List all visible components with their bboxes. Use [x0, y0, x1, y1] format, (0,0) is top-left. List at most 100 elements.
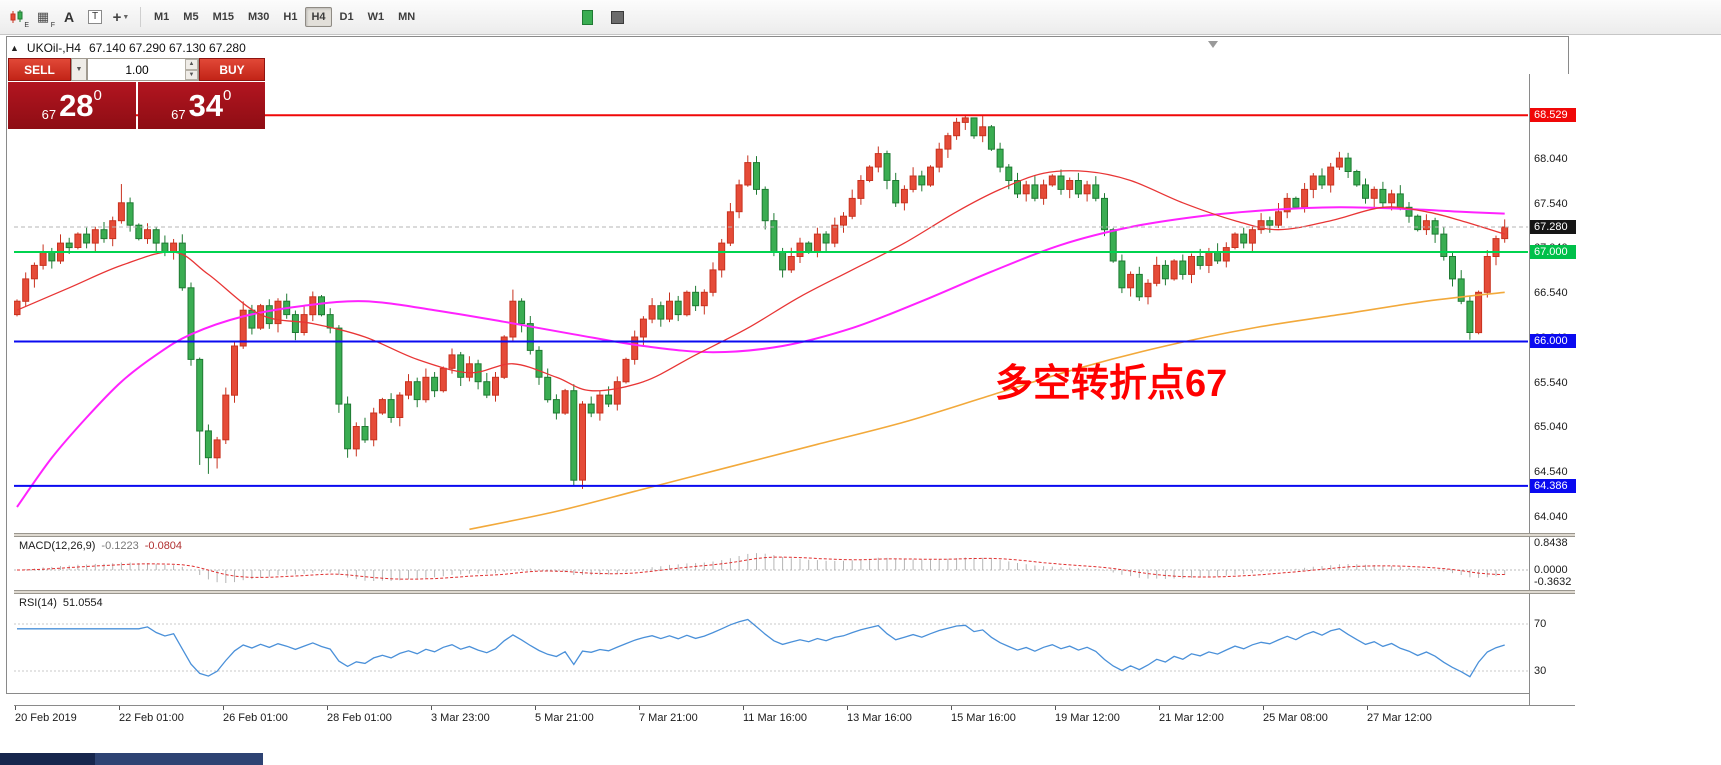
rsi-label: RSI(14) 51.0554 [19, 597, 103, 609]
time-axis-label: 22 Feb 01:00 [119, 712, 184, 724]
green-marker-icon[interactable] [574, 5, 600, 29]
main-chart-panel [14, 74, 1528, 533]
price-tick-label: 68.040 [1534, 153, 1568, 165]
time-axis-tick [743, 706, 744, 710]
ea-chart-icon-label: E [24, 22, 29, 29]
time-axis-label: 13 Mar 16:00 [847, 712, 912, 724]
timeframe-button-M1[interactable]: M1 [148, 7, 175, 27]
timeframe-button-M5[interactable]: M5 [177, 7, 204, 27]
ma-fast-red [16, 170, 1505, 392]
toolbar: E ▦ F A T + ▼ M1 M5 M15 M30 H1 H4 D1 W1 MN [0, 0, 1721, 35]
time-axis-tick [1159, 706, 1160, 710]
time-axis-tick [431, 706, 432, 710]
sell-price-pips: 28 [59, 87, 94, 123]
price-axis[interactable]: 68.04067.54067.04066.54066.04065.54065.0… [1529, 74, 1576, 705]
price-tick-label: 67.540 [1534, 197, 1568, 210]
price-tick-label: 65.040 [1534, 421, 1568, 434]
horizontal-levels-layer[interactable] [14, 114, 1528, 487]
time-axis-tick [847, 706, 848, 710]
time-axis-tick [951, 706, 952, 710]
rsi-line [17, 618, 1505, 678]
time-axis-label: 7 Mar 21:00 [639, 712, 698, 724]
time-axis-label: 26 Feb 01:00 [223, 712, 288, 724]
macd-signal-line [16, 556, 1505, 580]
price-tick-label: 65.540 [1534, 376, 1568, 389]
time-axis-tick [535, 706, 536, 710]
macd-axis-label: -0.3632 [1534, 575, 1572, 588]
chart-ohlc-header: ▲ UKOil-,H4 67.140 67.290 67.130 67.280 [10, 41, 246, 55]
timeframe-button-H1[interactable]: H1 [277, 7, 303, 27]
price-tick-label: 64.540 [1534, 466, 1568, 479]
volume-field: ▲ ▼ [87, 58, 199, 81]
timeframe-button-MN[interactable]: MN [392, 7, 421, 27]
arrow-tool-icon[interactable]: A [63, 9, 75, 25]
mini-candles-glyph [10, 9, 23, 23]
volume-up-button[interactable]: ▲ [185, 59, 198, 70]
buy-price-display[interactable]: 67 34 0 [137, 82, 265, 129]
buy-button[interactable]: BUY [199, 58, 265, 81]
time-axis-label: 25 Mar 08:00 [1263, 712, 1328, 724]
price-tag-66.000: 66.000 [1530, 334, 1576, 349]
timeframe-button-M15[interactable]: M15 [207, 7, 240, 27]
time-axis-label: 27 Mar 12:00 [1367, 712, 1432, 724]
rsi-axis-label: 30 [1534, 665, 1547, 677]
collapse-trade-panel-icon[interactable]: ▲ [10, 43, 19, 53]
timeframe-button-M30[interactable]: M30 [242, 7, 275, 27]
time-axis-tick [1367, 706, 1368, 710]
sell-price-bigfigure: 67 [41, 107, 57, 122]
text-label-tool-icon[interactable]: T [82, 5, 108, 29]
timeframe-button-D1[interactable]: D1 [334, 7, 360, 27]
volume-input[interactable] [88, 59, 198, 80]
buy-price-pips: 34 [188, 87, 224, 123]
crosshair-tool-icon[interactable]: + ▼ [108, 5, 134, 29]
time-axis-label: 15 Mar 16:00 [951, 712, 1016, 724]
rsi-axis-label: 70 [1534, 618, 1547, 630]
timeframe-button-H4[interactable]: H4 [305, 7, 332, 27]
rsi-panel: RSI(14) 51.0554 [14, 594, 1528, 705]
timeframe-button-group: M1 M5 M15 M30 H1 H4 D1 W1 MN [147, 7, 422, 27]
grid-icon-label: F [50, 22, 55, 29]
timeframe-button-W1[interactable]: W1 [362, 7, 391, 27]
price-tag-68.529: 68.529 [1530, 108, 1576, 123]
price-tick-label: 64.040 [1534, 510, 1568, 523]
time-axis-label: 21 Mar 12:00 [1159, 712, 1224, 724]
macd-name: MACD(12,26,9) [19, 540, 96, 552]
macd-axis-label: 0.0000 [1534, 564, 1568, 576]
sell-button[interactable]: SELL [8, 58, 71, 81]
dark-marker-icon[interactable] [600, 5, 626, 29]
ea-chart-icon[interactable]: E [4, 5, 30, 29]
time-axis-label: 11 Mar 16:00 [743, 712, 808, 724]
rsi-canvas[interactable] [14, 594, 1528, 705]
price-tag-67.280: 67.280 [1530, 219, 1576, 234]
volume-down-button[interactable]: ▼ [185, 69, 198, 80]
time-axis-label: 19 Mar 12:00 [1055, 712, 1120, 724]
grid-icon[interactable]: ▦ F [30, 5, 56, 29]
price-tag-67.000: 67.000 [1530, 245, 1576, 260]
sell-price-display[interactable]: 67 28 0 [8, 82, 136, 129]
time-axis[interactable]: 20 Feb 2019 22 Feb 01:00 26 Feb 01:00 28 Fe… [14, 705, 1575, 730]
time-axis-label: 5 Mar 21:00 [535, 712, 594, 724]
time-axis-tick [1263, 706, 1264, 710]
rsi-value: 51.0554 [62, 597, 103, 609]
candles-layer[interactable] [14, 115, 1509, 489]
grid-glyph: ▦ [36, 9, 50, 24]
volume-dropdown-button[interactable]: ▼ [71, 58, 87, 81]
buy-price-bigfigure: 67 [171, 107, 186, 122]
time-axis-tick [119, 706, 120, 710]
panel-splitter-2[interactable] [14, 590, 1575, 594]
chart-window: MACD(12,26,9) -0.1223 -0.0804 RSI(14) 51… [6, 36, 1576, 730]
sell-price-point: 0 [93, 87, 102, 104]
time-axis-tick [223, 706, 224, 710]
macd-canvas[interactable] [14, 537, 1528, 590]
macd-label: MACD(12,26,9) -0.1223 -0.0804 [19, 540, 182, 552]
panel-splitter-1[interactable] [14, 533, 1575, 537]
taskbar-fragment-dark [0, 753, 95, 765]
main-chart-canvas[interactable] [14, 74, 1528, 533]
ohlc-values: 67.140 67.290 67.130 67.280 [88, 41, 246, 55]
time-axis-tick [15, 706, 16, 710]
ma-long-orange [469, 291, 1505, 531]
buy-price-point: 0 [223, 87, 232, 104]
chart-shift-marker-icon[interactable] [1208, 41, 1218, 48]
macd-panel: MACD(12,26,9) -0.1223 -0.0804 [14, 537, 1528, 590]
